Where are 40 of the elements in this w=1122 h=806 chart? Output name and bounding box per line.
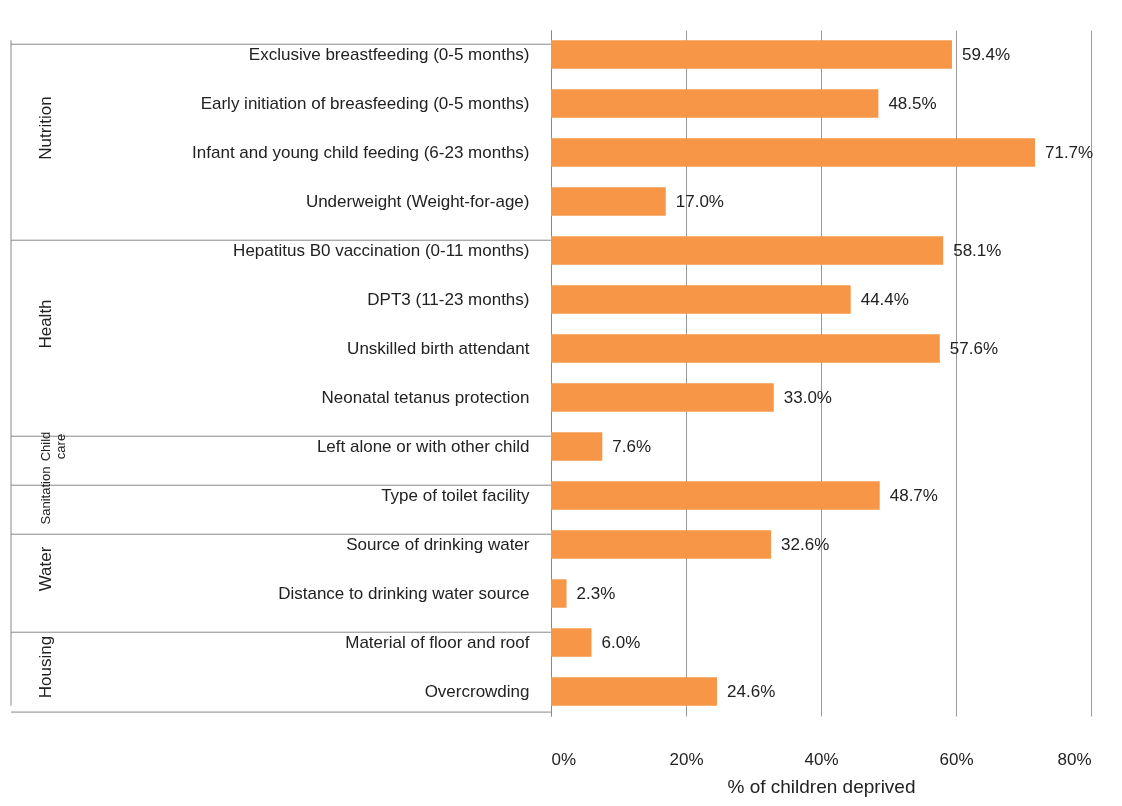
y-tick-label: Infant and young child feeding (6-23 months) [192,142,530,162]
y-tick-label: Overcrowding [424,681,530,701]
y-tick-label: Unskilled birth attendant [347,338,530,358]
text: Housing [36,635,55,699]
y-tick-label: Source of drinking water [346,534,530,554]
y-tick-label: Underweight (Weight-for-age) [305,191,530,211]
y-tick-label: Material of floor and roof [345,632,530,652]
x-tick-label: 40% [804,749,839,769]
x-tick-label: 60% [939,749,974,769]
y-tick-label: DPT3 (11-23 months) [367,289,530,309]
y-tick-label: Left alone or with other child [316,436,530,456]
y-tick-label: Distance to drinking water source [278,583,530,603]
data-label: 2.3% [576,583,616,603]
data-label: 24.6% [727,681,776,701]
y-tick-label: Hepatitus B0 vaccination (0-11 months) [233,240,530,260]
data-label: 44.4% [860,289,909,309]
text: Child care [38,431,68,462]
x-tick-label: 80% [1057,749,1092,769]
text: Sanitation [38,466,53,525]
data-label: 59.4% [961,44,1011,64]
x-tick-label: 0% [551,749,577,769]
text: Water [36,546,55,592]
data-label: 32.6% [781,534,830,554]
y-tick-label: Exclusive breastfeeding (0-5 months) [248,44,530,64]
data-label: 7.6% [612,436,652,456]
text: Health [36,299,55,349]
data-label: 33.0% [783,387,832,407]
data-label: 71.7% [1044,142,1094,162]
data-label: 57.6% [949,338,998,358]
data-label: 48.7% [889,485,938,505]
text: Nutrition [36,96,55,160]
x-tick-label: 20% [669,749,704,769]
data-label: 6.0% [601,632,641,652]
data-label: 17.0% [675,191,724,211]
data-label: 48.5% [888,93,937,113]
data-label: 58.1% [953,240,1002,260]
x-axis-title: % of children deprived [727,775,916,797]
y-tick-label: Early initiation of breasfeeding (0-5 months) [200,93,530,113]
y-tick-label: Neonatal tetanus protection [321,387,530,407]
y-tick-label: Type of toilet facility [381,485,530,505]
